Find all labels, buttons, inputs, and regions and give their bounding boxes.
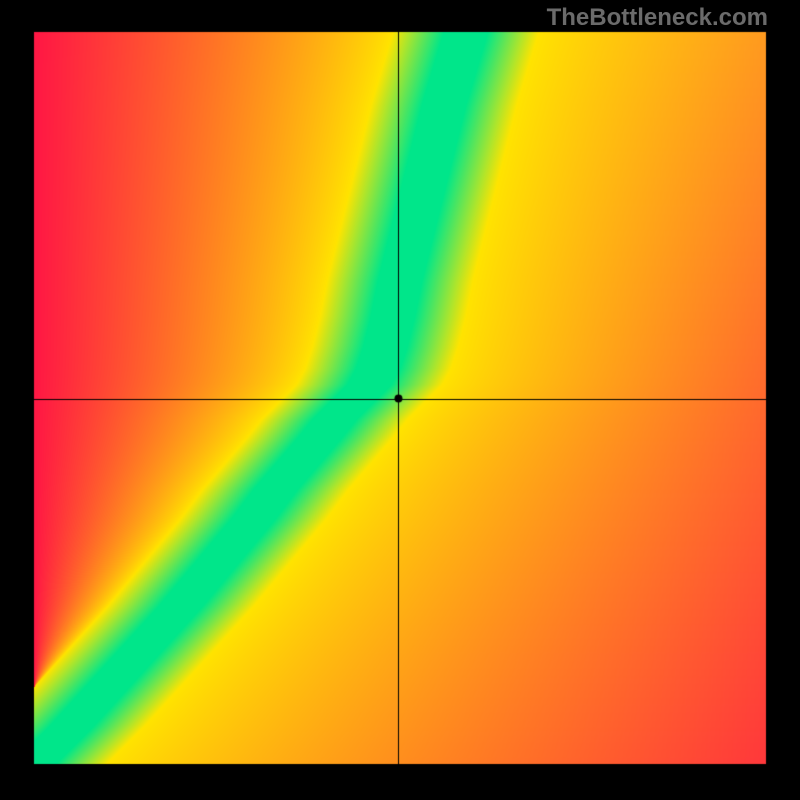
bottleneck-heatmap [0, 0, 800, 800]
watermark-text: TheBottleneck.com [547, 4, 768, 32]
chart-container: TheBottleneck.com [0, 0, 800, 800]
